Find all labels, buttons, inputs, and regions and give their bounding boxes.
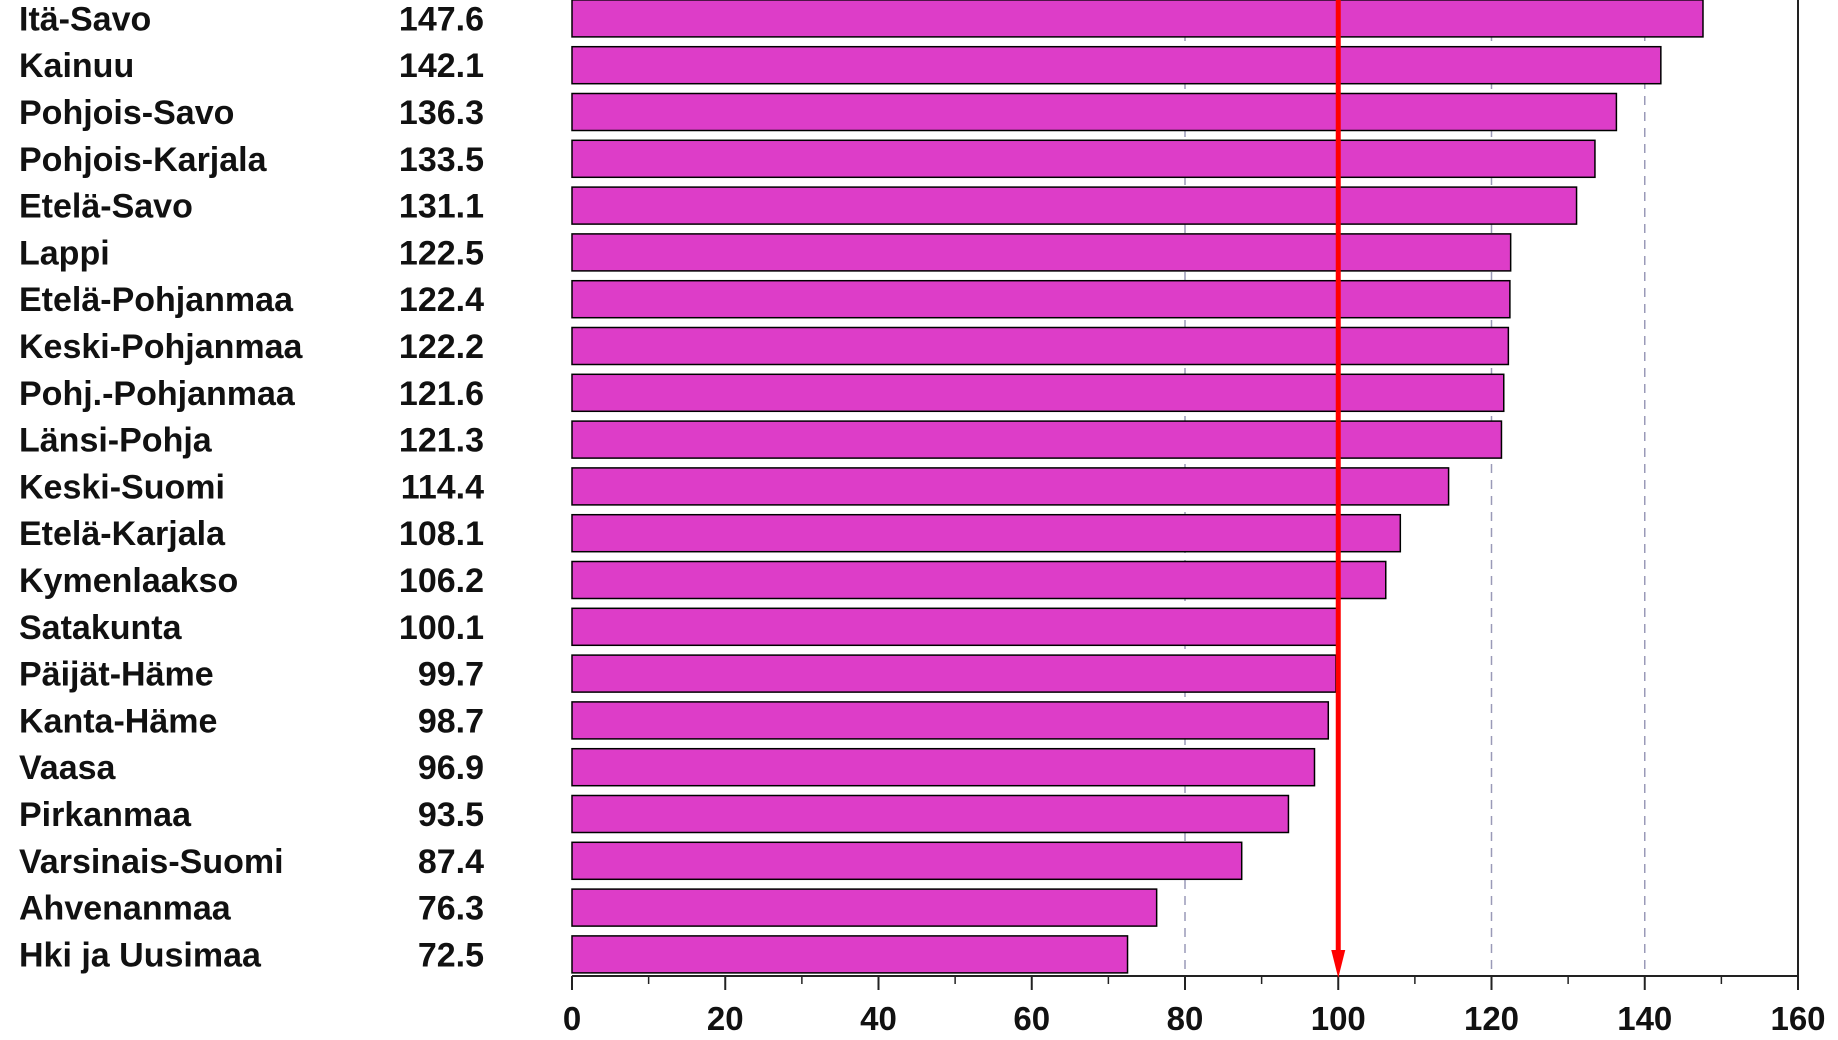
- value-labels: 147.6 142.1 136.3 133.5 131.1 122.5 122.4 122.2…: [399, 0, 484, 974]
- value-label-11: 108.1: [399, 515, 484, 553]
- category-label-13: Satakunta: [19, 609, 183, 647]
- category-label-14: Päijät-Häme: [19, 656, 214, 694]
- value-label-8: 121.6: [399, 375, 484, 413]
- bar-5: [571, 233, 1512, 272]
- x-tick-label-4: 80: [1167, 1000, 1204, 1037]
- value-label-1: 142.1: [399, 47, 484, 85]
- bar-19: [571, 888, 1158, 927]
- category-label-9: Länsi-Pohja: [19, 422, 213, 460]
- value-label-3: 133.5: [399, 141, 484, 179]
- bar-9: [571, 420, 1503, 459]
- bars: [571, 0, 1704, 974]
- bar-6: [571, 279, 1511, 319]
- reference-line: [1331, 0, 1346, 978]
- bar-3: [571, 139, 1596, 179]
- value-label-10: 114.4: [401, 468, 484, 506]
- bar-17: [571, 794, 1290, 834]
- bar-2: [571, 92, 1618, 132]
- value-label-9: 121.3: [399, 422, 484, 460]
- x-tick-label-8: 160: [1770, 1000, 1825, 1037]
- category-label-8: Pohj.-Pohjanmaa: [19, 375, 296, 413]
- x-tick-label-3: 60: [1013, 1000, 1050, 1037]
- value-label-12: 106.2: [399, 562, 484, 600]
- bar-13: [571, 607, 1340, 647]
- reference-arrowhead: [1331, 950, 1346, 978]
- x-tick-label-5: 100: [1311, 1000, 1366, 1037]
- bar-4: [571, 186, 1578, 225]
- category-label-18: Varsinais-Suomi: [19, 843, 284, 881]
- x-axis: 0 20 40 60 80 100 120 140 160: [563, 0, 1826, 1037]
- value-label-20: 72.5: [418, 936, 484, 974]
- category-label-16: Vaasa: [19, 749, 117, 787]
- category-label-3: Pohjois-Karjala: [19, 141, 268, 179]
- bar-7: [571, 326, 1510, 366]
- value-label-0: 147.6: [399, 0, 484, 38]
- x-tick-label-7: 140: [1617, 1000, 1672, 1037]
- bar-20: [571, 935, 1129, 974]
- value-label-5: 122.5: [399, 234, 484, 272]
- value-label-13: 100.1: [399, 609, 484, 647]
- bar-0: [571, 0, 1704, 38]
- category-label-4: Etelä-Savo: [19, 188, 193, 226]
- value-label-14: 99.7: [418, 656, 484, 694]
- value-label-6: 122.4: [399, 281, 484, 319]
- category-label-10: Keski-Suomi: [19, 468, 225, 506]
- bar-16: [571, 747, 1316, 787]
- bar-1: [571, 45, 1662, 85]
- category-label-15: Kanta-Häme: [19, 702, 217, 740]
- value-label-7: 122.2: [399, 328, 484, 366]
- x-tick-label-1: 20: [707, 1000, 744, 1037]
- value-label-2: 136.3: [399, 94, 484, 132]
- value-label-17: 93.5: [418, 796, 484, 834]
- x-tick-label-6: 120: [1464, 1000, 1519, 1037]
- category-label-5: Lappi: [19, 234, 110, 272]
- category-label-17: Pirkanmaa: [19, 796, 192, 834]
- category-label-20: Hki ja Uusimaa: [19, 936, 262, 974]
- bar-14: [571, 654, 1337, 693]
- bar-11: [571, 513, 1402, 553]
- category-label-6: Etelä-Pohjanmaa: [19, 281, 294, 319]
- value-label-15: 98.7: [418, 702, 484, 740]
- x-tick-label-2: 40: [860, 1000, 897, 1037]
- bar-18: [571, 841, 1243, 881]
- value-label-16: 96.9: [418, 749, 484, 787]
- category-label-7: Keski-Pohjanmaa: [19, 328, 304, 366]
- value-label-19: 76.3: [418, 890, 484, 928]
- category-label-19: Ahvenanmaa: [19, 890, 232, 928]
- category-label-1: Kainuu: [19, 47, 134, 85]
- bar-15: [571, 701, 1330, 740]
- category-label-11: Etelä-Karjala: [19, 515, 226, 553]
- value-label-4: 131.1: [399, 188, 484, 226]
- bar-10: [571, 467, 1450, 506]
- category-label-0: Itä-Savo: [19, 0, 151, 38]
- bar-8: [571, 373, 1505, 413]
- bar-12: [571, 560, 1387, 600]
- category-label-12: Kymenlaakso: [19, 562, 238, 600]
- category-label-2: Pohjois-Savo: [19, 94, 234, 132]
- x-tick-label-0: 0: [563, 1000, 581, 1037]
- category-labels: Itä-Savo Kainuu Pohjois-Savo Pohjois-Karjal…: [19, 0, 304, 974]
- value-label-18: 87.4: [418, 843, 484, 881]
